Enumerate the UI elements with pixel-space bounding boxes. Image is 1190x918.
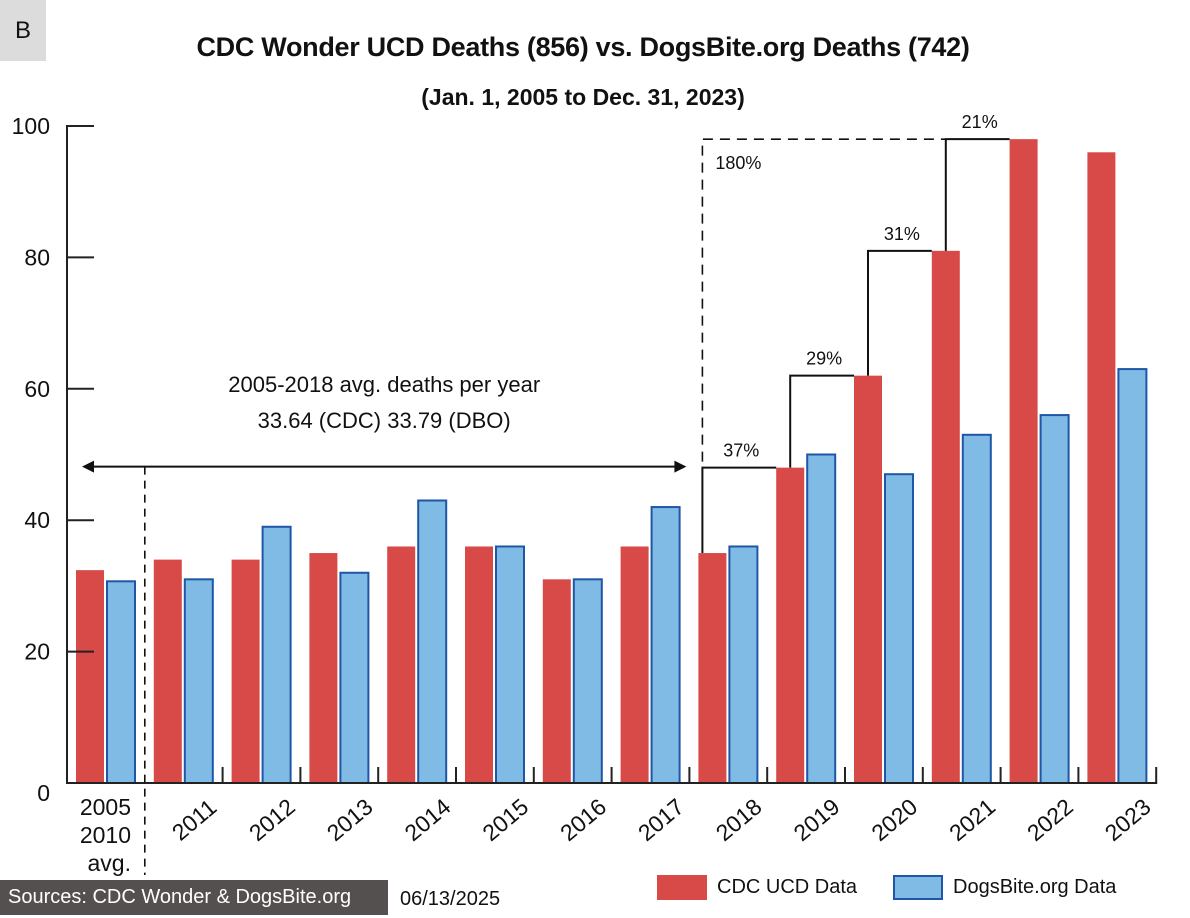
legend-item-cdc: CDC UCD Data <box>657 872 857 902</box>
x-tick-label: 2023 <box>1100 793 1156 846</box>
y-tick-label: 100 <box>12 113 50 139</box>
bar-dbo <box>1039 414 1070 784</box>
date-label: 06/13/2025 <box>400 888 501 910</box>
x-tick-label: avg. <box>88 850 131 876</box>
x-tick-label: 2018 <box>711 793 767 846</box>
total-increase-label: 180% <box>715 153 761 173</box>
bar-dbo <box>339 571 370 785</box>
step-bracket <box>789 374 854 468</box>
bar-dbo <box>183 578 214 785</box>
bar-dbo <box>261 525 292 785</box>
bar-dbo <box>1117 368 1148 784</box>
bar-cdc <box>931 250 960 783</box>
bar-dbo <box>417 499 448 784</box>
x-tick-label: 2020 <box>866 793 922 846</box>
step-bracket <box>701 466 777 554</box>
bar-dbo <box>106 580 136 785</box>
bar-cdc <box>309 553 338 783</box>
total-increase-dashed-bracket <box>701 138 946 462</box>
x-tick-label: 2005 <box>80 794 131 820</box>
y-tick-label: 40 <box>24 507 50 533</box>
y-tick-label: 60 <box>24 376 50 402</box>
x-tick-label: 2010 <box>80 822 131 848</box>
bars-layer <box>76 139 1148 785</box>
chart-subtitle: (Jan. 1, 2005 to Dec. 31, 2023) <box>421 84 745 110</box>
arrow-right-icon <box>674 460 687 473</box>
step-percent-label: 31% <box>884 224 920 244</box>
bar-cdc <box>698 553 727 783</box>
bar-dbo <box>728 545 759 784</box>
bar-cdc <box>1087 152 1116 783</box>
legend-item-dbo: DogsBite.org Data <box>893 872 1116 902</box>
x-tick-label: 2022 <box>1022 793 1078 846</box>
x-tick-label: 2013 <box>322 793 378 846</box>
x-tick-label: 2015 <box>477 793 533 846</box>
bar-cdc <box>76 570 104 783</box>
bar-cdc <box>1009 139 1038 783</box>
bar-dbo <box>495 545 525 784</box>
step-percent-label: 37% <box>723 441 759 461</box>
bar-dbo <box>650 506 681 784</box>
x-tick-label: 2012 <box>244 793 300 846</box>
legend-label-dbo: DogsBite.org Data <box>953 875 1117 898</box>
annotations-layer: 2005-2018 avg. deaths per year 33.64 (CDC… <box>82 112 1010 875</box>
x-tick-label: 2021 <box>944 793 1000 846</box>
legend-swatch-dbo <box>893 874 943 900</box>
x-tick-label: 2014 <box>400 793 456 846</box>
step-percent-label: 29% <box>806 349 842 369</box>
step-bracket <box>944 138 1010 251</box>
step-percent-label: 21% <box>962 112 998 132</box>
legend-label-cdc: CDC UCD Data <box>717 875 858 898</box>
x-tick-label: 2016 <box>555 793 611 846</box>
bar-dbo <box>884 473 914 784</box>
average-label-line1: 2005-2018 avg. deaths per year <box>228 372 540 397</box>
step-bracket <box>867 249 932 376</box>
bar-cdc <box>465 546 493 783</box>
bar-dbo <box>806 453 837 784</box>
bar-cdc <box>620 546 649 783</box>
bar-dbo <box>572 578 603 785</box>
bar-dbo <box>961 433 992 784</box>
bar-cdc <box>153 559 182 783</box>
panel-label: B <box>0 0 46 61</box>
bar-cdc <box>387 546 416 783</box>
bar-cdc <box>542 579 571 783</box>
x-tick-label: 2011 <box>167 794 222 846</box>
bar-cdc <box>231 559 260 783</box>
average-label-line2: 33.64 (CDC) 33.79 (DBO) <box>258 408 511 433</box>
bar-cdc <box>854 375 882 783</box>
sources-label: Sources: CDC Wonder & DogsBite.org <box>0 880 388 915</box>
x-tick-label: 2017 <box>633 793 689 846</box>
arrow-left-icon <box>82 460 94 473</box>
y-tick-label: 0 <box>37 780 50 806</box>
y-tick-label: 80 <box>24 244 50 270</box>
bar-cdc <box>776 467 805 783</box>
x-tick-label: 2019 <box>789 793 845 846</box>
legend-swatch-cdc <box>657 874 707 900</box>
chart-title: CDC Wonder UCD Deaths (856) vs. DogsBite… <box>196 32 970 62</box>
y-tick-label: 20 <box>24 639 50 665</box>
